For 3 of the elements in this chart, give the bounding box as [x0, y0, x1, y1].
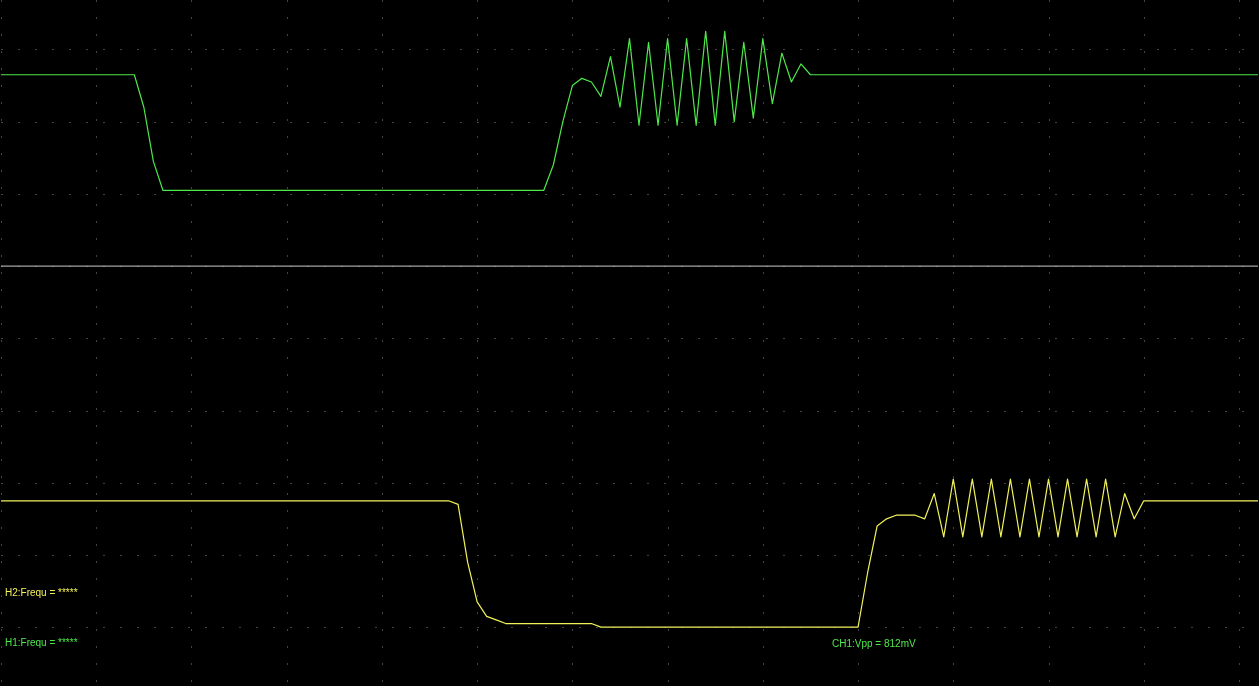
annotation: H2:Frequ = *****: [5, 587, 78, 598]
text: H1:Frequ = *****: [5, 637, 78, 648]
text: CH1:Vpp = 812mV: [832, 638, 916, 649]
